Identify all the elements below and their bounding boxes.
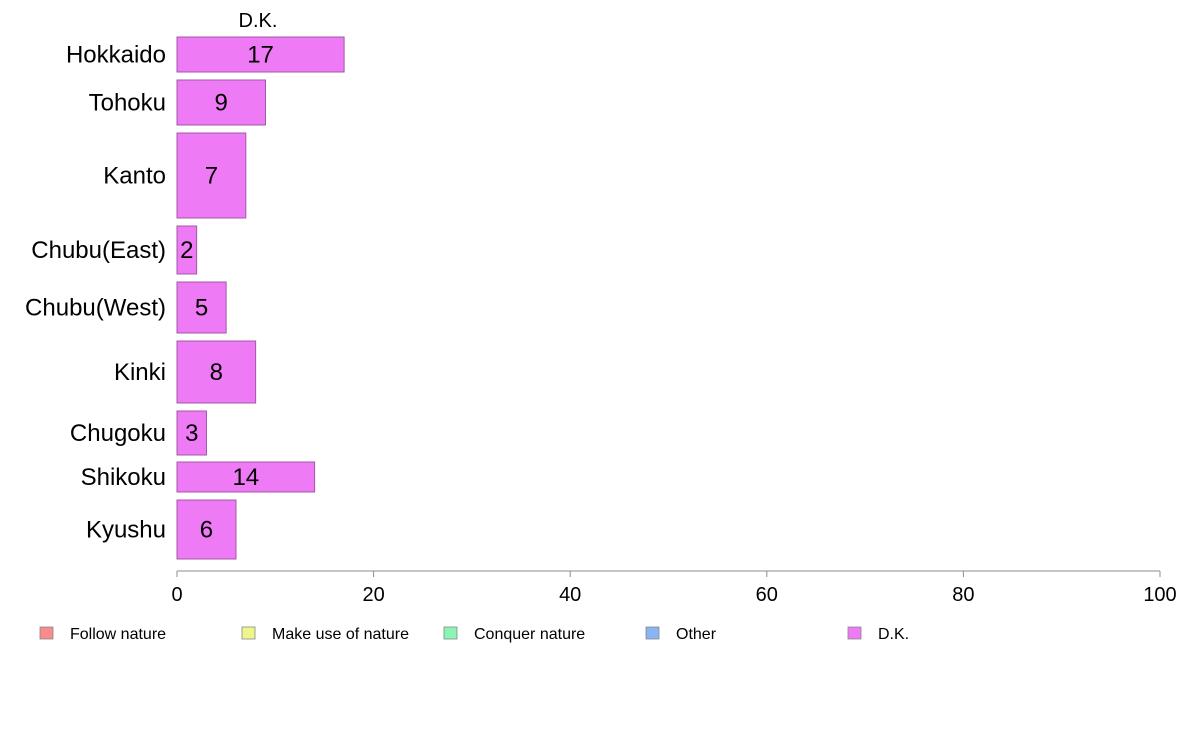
bar-value-label: 8 <box>210 359 223 386</box>
bar <box>176 132 247 219</box>
legend-swatch <box>39 626 54 640</box>
bar-value-label: 14 <box>232 464 259 491</box>
legend-item: Conquer nature <box>443 626 585 643</box>
bar-row: Chugoku 3 <box>70 410 207 456</box>
legend-swatch <box>443 626 458 640</box>
legend-label: D.K. <box>878 626 909 643</box>
category-label: Kyushu <box>86 517 166 544</box>
bar-row: Kanto 7 <box>103 132 247 219</box>
bar-row: Chubu(East) 2 <box>31 225 198 275</box>
bar <box>176 281 227 334</box>
bar-row: Kyushu 6 <box>86 499 237 560</box>
legend-swatch <box>645 626 660 640</box>
legend-swatch <box>847 626 862 640</box>
x-tick-label: 80 <box>952 584 974 606</box>
legend-item: D.K. <box>847 626 909 643</box>
bar <box>176 225 198 275</box>
legend-label: Make use of nature <box>272 626 409 643</box>
bar-row: Shikoku 14 <box>81 461 316 493</box>
bar-value-label: 6 <box>200 517 213 544</box>
bar <box>176 36 345 73</box>
bar <box>176 499 237 560</box>
legend: Follow nature Make use of nature Conquer n… <box>39 626 909 643</box>
bar <box>176 461 316 493</box>
bar <box>176 410 207 456</box>
legend-item: Make use of nature <box>241 626 409 643</box>
x-tick-label: 60 <box>756 584 778 606</box>
bar-value-label: 9 <box>215 90 228 117</box>
category-label: Chubu(East) <box>31 237 166 264</box>
x-tick-label: 100 <box>1143 584 1176 606</box>
legend-label: Follow nature <box>70 626 166 643</box>
bar-value-label: 5 <box>195 295 208 322</box>
legend-swatch <box>241 626 256 640</box>
x-axis: 0 20 40 60 80 100 <box>171 570 1177 606</box>
legend-label: Other <box>676 626 717 643</box>
category-label: Shikoku <box>81 464 166 491</box>
bar-row: Chubu(West) 5 <box>25 281 227 334</box>
bar-value-label: 3 <box>185 420 198 447</box>
bar-value-label: 17 <box>247 42 274 69</box>
category-label: Kanto <box>103 163 166 190</box>
category-label: Tohoku <box>89 90 166 117</box>
bar-row: Hokkaido 17 <box>66 36 345 73</box>
bar-row: Kinki 8 <box>114 340 257 404</box>
category-label: Kinki <box>114 359 166 386</box>
x-tick-label: 20 <box>362 584 384 606</box>
chart-title: D.K. <box>239 10 278 32</box>
legend-label: Conquer nature <box>474 626 585 643</box>
bar <box>176 79 266 126</box>
category-label: Hokkaido <box>66 42 166 69</box>
bar <box>176 340 257 404</box>
x-tick-label: 40 <box>559 584 581 606</box>
category-label: Chubu(West) <box>25 295 166 322</box>
bar-value-label: 7 <box>205 163 218 190</box>
legend-item: Other <box>645 626 717 643</box>
bar-value-label: 2 <box>180 237 193 264</box>
legend-item: Follow nature <box>39 626 166 643</box>
x-tick-label: 0 <box>171 584 182 606</box>
category-label: Chugoku <box>70 420 166 447</box>
bar-row: Tohoku 9 <box>89 79 266 126</box>
